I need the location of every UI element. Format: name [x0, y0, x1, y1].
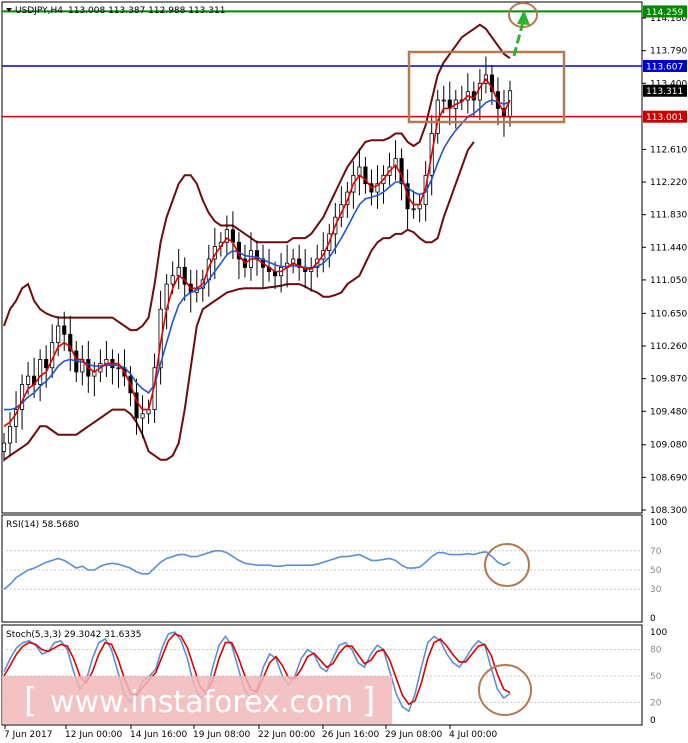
- stoch-circle: [478, 664, 532, 716]
- candle-body: [441, 99, 446, 102]
- candle-body: [56, 325, 61, 344]
- price-tick-label: 111.830: [650, 211, 687, 221]
- price-tick-label: 112.610: [650, 145, 687, 155]
- ema-slow-line: [4, 99, 511, 411]
- stoch-tick-label: 80: [650, 646, 662, 656]
- candle-body: [230, 229, 235, 243]
- price-tick-label: 111.050: [650, 276, 687, 286]
- price-tick-label: 113.400: [650, 79, 687, 89]
- price-tick-label: 109.870: [650, 375, 687, 385]
- price-tick-label: 111.440: [650, 243, 687, 253]
- price-tick-label: 110.260: [650, 342, 687, 352]
- candle-body: [44, 358, 49, 369]
- candle-body: [38, 358, 43, 385]
- time-tick-label: 22 Jun 00:00: [258, 730, 315, 740]
- range-box: [407, 50, 566, 124]
- candle-body: [68, 333, 73, 352]
- watermark-bracket-left: [: [24, 681, 37, 721]
- rsi-pane-frame: [1, 514, 643, 623]
- candle-body: [26, 375, 31, 385]
- level-tag-top: [643, 5, 687, 18]
- candle-body: [176, 266, 181, 277]
- candle-body: [140, 413, 145, 419]
- ema-fast-line: [3, 77, 511, 427]
- candle-body: [357, 166, 362, 176]
- level-label-red: 113.001: [646, 113, 683, 123]
- symbol-dropdown-icon[interactable]: [6, 8, 12, 12]
- rsi-pane: 100 70 50 30 0: [2, 518, 667, 624]
- candle-body: [411, 208, 416, 211]
- candle-body: [393, 158, 398, 168]
- stoch-tick-label: 20: [650, 698, 662, 708]
- time-tick-label: 29 Jun 08:00: [385, 730, 442, 740]
- time-tick-label: 4 Jul 00:00: [449, 730, 498, 740]
- time-tick-label: 26 Jun 16:00: [322, 730, 379, 740]
- price-tick-label: 109.480: [650, 407, 687, 417]
- time-axis: 7 Jun 2017 12 Jun 00:00 14 Jun 16:00 19 Jun…: [4, 725, 498, 740]
- candle-body: [116, 367, 121, 370]
- stoch-tick-label: 100: [650, 628, 667, 638]
- time-tick-label: 12 Jun 00:00: [65, 730, 122, 740]
- rsi-line: [3, 549, 511, 590]
- watermark-text: www.instaforex.com: [50, 685, 353, 720]
- level-tag-blue: [643, 59, 687, 72]
- rsi-tick-label: 100: [650, 518, 667, 528]
- rsi-tick-label: 0: [650, 614, 656, 624]
- candle-body: [297, 258, 302, 268]
- candle-body: [170, 275, 175, 285]
- level-label-top: 114.259: [646, 8, 683, 18]
- stoch-header: Stoch(5,3,3) 29.3042 31.6335: [6, 630, 141, 640]
- rsi-header: RSI(14) 58.5680: [6, 520, 79, 530]
- candle-body: [62, 325, 67, 335]
- candle-body: [13, 409, 19, 427]
- ohlc-readout: 113.008 113.387 112.988 113.311: [68, 6, 225, 16]
- level-tag-red: [643, 110, 687, 123]
- candle-body: [182, 266, 187, 285]
- price-tick-label: 108.300: [650, 506, 687, 516]
- level-tag-current: [643, 84, 687, 97]
- stoch-tick-label: 50: [650, 672, 662, 682]
- rsi-tick-label: 30: [650, 585, 662, 595]
- price-tick-label: 109.080: [650, 441, 687, 451]
- bollinger-lower: [3, 141, 475, 461]
- candle-body: [363, 166, 368, 185]
- candle-body: [224, 229, 229, 243]
- price-tick-label: 112.220: [650, 178, 687, 188]
- candle-body: [489, 74, 494, 93]
- level-label-blue: 113.607: [646, 62, 683, 72]
- price-tick-label: 113.790: [650, 47, 687, 57]
- candle-body: [134, 392, 139, 419]
- price-tick-label: 110.650: [650, 309, 687, 319]
- watermark-bracket-right: ]: [362, 681, 375, 721]
- moving-averages: [3, 77, 511, 427]
- time-tick-label: 19 Jun 08:00: [193, 730, 250, 740]
- level-label-current: 113.311: [646, 87, 683, 97]
- candle-body: [375, 183, 380, 193]
- rsi-tick-label: 50: [650, 566, 662, 576]
- watermark-band: [2, 676, 392, 724]
- symbol-header: USDJPY,H4: [15, 6, 63, 16]
- price-levels: 114.259 113.607 113.311 113.001: [2, 5, 687, 123]
- time-tick-label: 7 Jun 2017: [4, 730, 52, 740]
- rsi-tick-label: 70: [650, 547, 662, 557]
- price-tick-label: 108.690: [650, 473, 687, 483]
- price-axis: 114.180 113.790 113.400 112.610 112.220 111.8…: [642, 14, 687, 516]
- price-pane-frame: [1, 1, 643, 514]
- candle-body: [1, 442, 7, 452]
- time-tick-label: 14 Jun 16:00: [130, 730, 187, 740]
- stoch-tick-label: 0: [650, 716, 656, 726]
- candle-body: [7, 425, 13, 444]
- target-arrow-head: [517, 10, 530, 25]
- stoch-pane-frame: [1, 624, 643, 726]
- rsi-circle: [484, 543, 530, 587]
- price-tick-label: 114.180: [650, 14, 687, 24]
